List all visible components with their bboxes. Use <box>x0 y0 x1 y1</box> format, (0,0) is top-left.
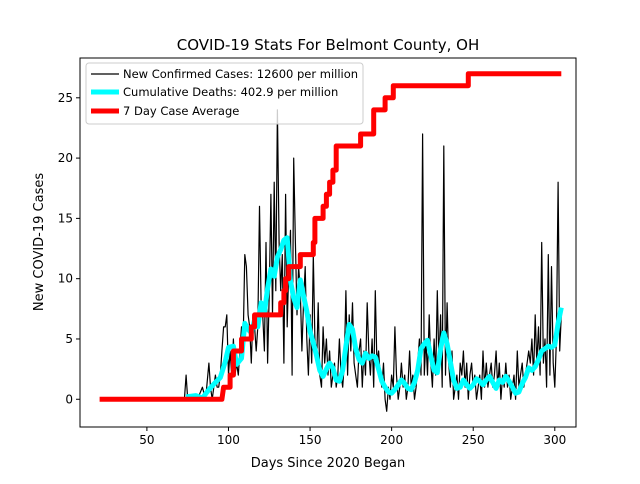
x-axis: 50 100 150 200 250 300 <box>139 427 566 447</box>
x-tick-label: 100 <box>217 433 240 447</box>
series-line-average <box>99 71 562 402</box>
legend-label-cases: New Confirmed Cases: 12600 per million <box>123 67 358 81</box>
y-tick-label: 25 <box>58 91 73 105</box>
y-axis: 0 5 10 15 20 25 <box>58 91 80 406</box>
x-tick-label: 250 <box>462 433 485 447</box>
y-tick-label: 15 <box>58 211 73 225</box>
x-axis-label: Days Since 2020 Began <box>251 456 406 471</box>
plot-frame <box>79 57 577 428</box>
x-tick-label: 50 <box>139 433 154 447</box>
plot-area <box>79 57 577 428</box>
y-axis-label: New COVID-19 Cases <box>32 173 47 311</box>
legend: New Confirmed Cases: 12600 per million C… <box>85 62 364 125</box>
legend-box <box>85 62 364 125</box>
y-tick-label: 5 <box>65 332 73 346</box>
x-tick-label: 200 <box>380 433 403 447</box>
series-layer <box>99 71 564 412</box>
legend-label-average: 7 Day Case Average <box>123 104 239 118</box>
chart-title: COVID-19 Stats For Belmont County, OH <box>177 36 479 54</box>
x-tick-label: 150 <box>299 433 322 447</box>
series-line-deaths <box>185 235 564 401</box>
y-tick-label: 0 <box>65 392 73 406</box>
y-tick-label: 20 <box>58 151 73 165</box>
x-tick-label: 300 <box>543 433 566 447</box>
legend-label-deaths: Cumulative Deaths: 402.9 per million <box>123 85 338 99</box>
y-tick-label: 10 <box>58 272 73 286</box>
